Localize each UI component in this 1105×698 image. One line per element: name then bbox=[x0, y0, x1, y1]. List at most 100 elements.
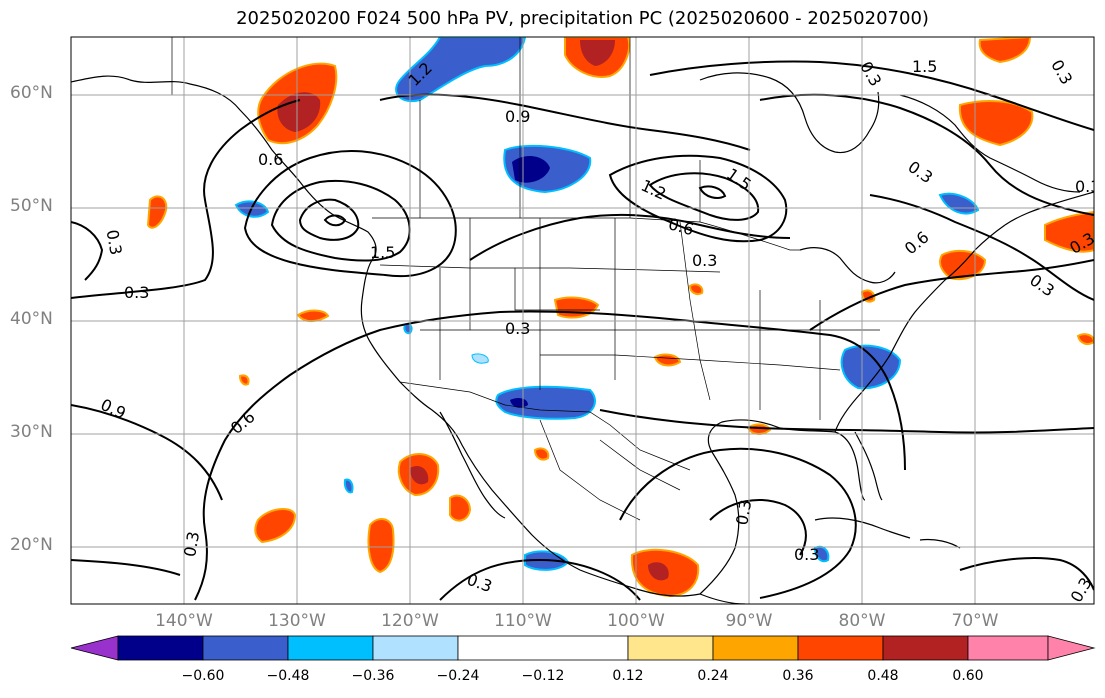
colorbar-tick-label: −0.24 bbox=[436, 668, 480, 684]
precip-positive-north-core bbox=[580, 40, 615, 66]
contour-label: 0.3 bbox=[180, 530, 203, 558]
colorbar-tick-label: 0.36 bbox=[782, 668, 814, 684]
colorbar-bin bbox=[372, 635, 459, 661]
precip-positive-ne-corner bbox=[978, 37, 1032, 64]
coast-gulf bbox=[699, 419, 866, 595]
contour-label: 0.3 bbox=[505, 319, 530, 338]
precip-positive-pacific-west bbox=[146, 195, 168, 229]
precip-positive-atlantic-east bbox=[1044, 210, 1094, 253]
lat-label-60: 60°N bbox=[10, 83, 53, 103]
precip-positive-small-5 bbox=[688, 283, 704, 296]
pv-contours bbox=[71, 60, 1094, 601]
contour-vortex-mid bbox=[270, 179, 411, 262]
precip-negative-small-4 bbox=[471, 353, 489, 364]
contour-atlantic bbox=[809, 259, 1094, 331]
colorbar-bin bbox=[967, 635, 1049, 661]
coast-florida bbox=[854, 431, 883, 501]
border-us-mexico bbox=[399, 381, 691, 471]
precip-anomaly-shading bbox=[146, 37, 1094, 598]
contour-south-2 bbox=[709, 499, 807, 556]
precip-positive-small-3 bbox=[1076, 333, 1094, 345]
coast-west-us bbox=[360, 299, 701, 597]
contour-label: 1.5 bbox=[912, 57, 937, 76]
contour-vortex-outer bbox=[243, 150, 457, 277]
contour-label: 0.3 bbox=[692, 251, 717, 270]
plot-frame bbox=[70, 36, 1095, 605]
precip-positive-labrador bbox=[958, 100, 1034, 147]
lat-label-20: 20°N bbox=[10, 535, 53, 555]
contour-label: 0.3 bbox=[794, 545, 819, 564]
precip-positive-pacific-2 bbox=[254, 508, 297, 544]
colorbar-bin bbox=[202, 635, 289, 661]
coast-great-lakes bbox=[799, 247, 896, 284]
contour-label: 0.3 bbox=[124, 283, 149, 302]
contour-label: 0.3 bbox=[732, 498, 755, 526]
border-mexico-1 bbox=[539, 419, 641, 521]
plot-area: 0.9 1.2 1.5 0.6 0.3 0.3 0.3 0.9 0.6 0.3 … bbox=[71, 37, 1094, 604]
colorbar-tick-label: −0.60 bbox=[181, 668, 225, 684]
contour-label: 0.3 bbox=[103, 228, 126, 256]
precip-negative-hudson bbox=[938, 192, 980, 215]
precip-positive-core bbox=[277, 92, 321, 132]
precip-positive-baja-2 bbox=[449, 494, 472, 522]
contour-east-outer bbox=[608, 154, 788, 243]
colorbar-tick-label: 0.24 bbox=[697, 668, 729, 684]
contour-0.6 bbox=[194, 310, 906, 601]
precip-positive-small-4 bbox=[238, 374, 250, 386]
lon-label-90w: 90°W bbox=[725, 611, 773, 631]
lon-label-120w: 120°W bbox=[381, 611, 439, 631]
colorbar-tick-label: −0.36 bbox=[351, 668, 395, 684]
precip-negative-southwest bbox=[495, 385, 596, 420]
colorbar-bin bbox=[797, 635, 884, 661]
border-mexico-2 bbox=[599, 439, 681, 491]
contour-ne-1 bbox=[649, 60, 1094, 131]
colorbar-extend-low bbox=[70, 635, 119, 661]
precip-positive-baja-1-core bbox=[410, 465, 429, 485]
colorbar-bin bbox=[882, 635, 969, 661]
coast-labrador bbox=[899, 94, 1081, 193]
colorbar-bin bbox=[287, 635, 374, 661]
border-state-7 bbox=[540, 354, 841, 371]
precip-negative-canada-core bbox=[512, 156, 550, 183]
coast-cuba bbox=[814, 517, 911, 539]
lon-label-70w: 70°W bbox=[951, 611, 999, 631]
lon-label-100w: 100°W bbox=[607, 611, 665, 631]
borders bbox=[171, 37, 880, 521]
contour-vortex-core bbox=[323, 214, 347, 227]
contour-east-south bbox=[959, 557, 1094, 591]
lat-label-30: 30°N bbox=[10, 422, 53, 442]
contour-east-coast-1 bbox=[869, 194, 1094, 301]
precip-positive-texas bbox=[653, 353, 682, 367]
colorbar-bin bbox=[627, 635, 714, 661]
precip-negative-east-coast bbox=[840, 344, 902, 390]
precip-positive-oregon-coast bbox=[296, 309, 330, 323]
contour-pacific-low bbox=[71, 559, 181, 576]
lon-label-130w: 130°W bbox=[268, 611, 326, 631]
colorbar-extend-high bbox=[1047, 635, 1096, 661]
contour-south-1 bbox=[439, 558, 641, 601]
colorbar-bin bbox=[457, 635, 629, 661]
graticule bbox=[71, 37, 1094, 604]
contour-east-inner bbox=[648, 172, 760, 221]
colorbar-tick-label: −0.12 bbox=[521, 668, 565, 684]
colorbar-bin bbox=[712, 635, 799, 661]
colorbar-tick-label: 0.12 bbox=[612, 668, 644, 684]
contour-vortex-inner bbox=[298, 198, 360, 241]
contour-central-high bbox=[469, 213, 791, 261]
contour-label: 1.5 bbox=[370, 243, 395, 262]
colorbar-tick-label: −0.48 bbox=[266, 668, 310, 684]
coast-alaska-bc bbox=[71, 75, 377, 301]
lon-label-80w: 80°W bbox=[838, 611, 886, 631]
contour-label: 0.9 bbox=[505, 107, 530, 126]
lon-label-140w: 140°W bbox=[155, 611, 213, 631]
map-title: 2025020200 F024 500 hPa PV, precipitatio… bbox=[236, 8, 929, 29]
lat-label-40: 40°N bbox=[10, 309, 53, 329]
contour-0.3-west bbox=[71, 99, 301, 299]
contour-se bbox=[599, 409, 1094, 434]
precip-negative-small-3 bbox=[403, 323, 413, 335]
precip-positive-pacific-1 bbox=[367, 518, 395, 574]
contour-east-core bbox=[698, 185, 727, 199]
lon-label-110w: 110°W bbox=[494, 611, 552, 631]
colorbar-tick-label: 0.60 bbox=[952, 668, 984, 684]
